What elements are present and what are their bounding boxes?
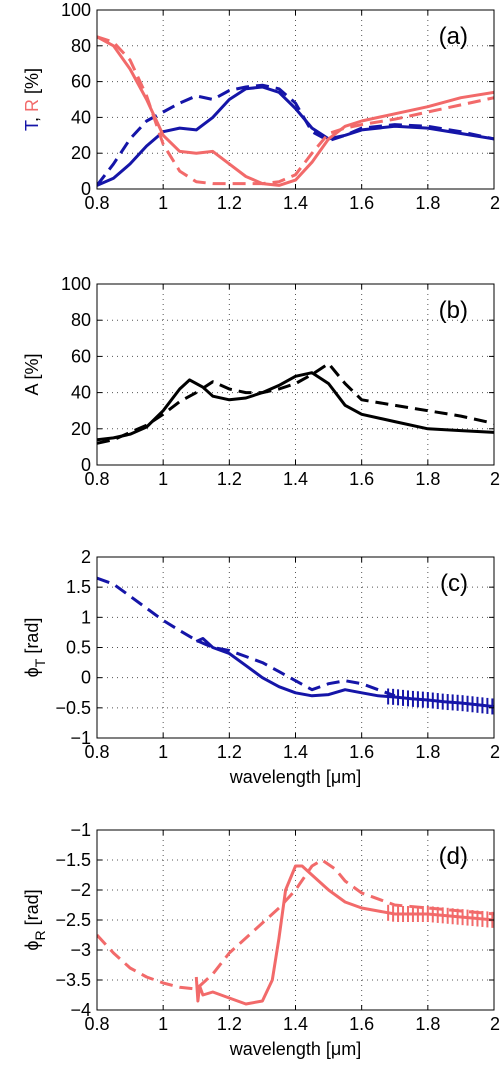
y-tick-label: 80 <box>71 36 91 56</box>
x-tick-label: 1.4 <box>283 193 308 213</box>
y-axis-label-part: T <box>22 120 42 131</box>
y-tick-label: −1 <box>70 820 91 840</box>
y-tick-label: 100 <box>61 274 91 294</box>
x-tick-label: 1 <box>158 193 168 213</box>
y-tick-label: −2 <box>70 880 91 900</box>
series-line-1-solid <box>97 85 494 187</box>
series-line-2-dashed <box>97 858 494 991</box>
y-tick-label: −1 <box>70 728 91 748</box>
y-tick-label: −1.5 <box>55 850 91 870</box>
x-tick-label: 0.8 <box>84 469 109 489</box>
x-tick-label: 1.6 <box>349 193 374 213</box>
y-tick-label: 20 <box>71 419 91 439</box>
panel-d: 0.8 1 1.2 1.4 1.6 1.8 2 −4 −3.5 −3 −2.5 −2 −1.5 −1 (d)… <box>22 820 500 1059</box>
y-tick-label: 80 <box>71 310 91 330</box>
series-line-4-dashed <box>97 35 494 186</box>
series-line-2-dashed <box>97 362 494 445</box>
x-tick-label: 1.2 <box>217 193 242 213</box>
x-tick-label: 0.8 <box>84 742 109 762</box>
y-axis-label-symbol: ϕ <box>22 941 42 951</box>
panel-label: (d) <box>439 843 468 870</box>
y-axis-label-symbol: ϕ <box>22 667 42 677</box>
x-tick-label: 1 <box>158 1014 168 1034</box>
panel-label: (a) <box>439 23 468 50</box>
series-line-1-solid <box>194 864 494 1006</box>
x-tick-label: 1.2 <box>217 469 242 489</box>
y-tick-label: 1 <box>81 607 91 627</box>
x-tick-label: 2 <box>490 469 500 489</box>
y-tick-label: 0 <box>81 668 91 688</box>
y-tick-label: 100 <box>61 0 91 20</box>
x-tick-label: 1.8 <box>415 193 440 213</box>
y-tick-label: 0 <box>81 455 91 475</box>
series-line-2-dashed <box>97 576 396 698</box>
panel-c: 0.8 1 1.2 1.4 1.6 1.8 2 −1 −0.5 0 0.5 1 1.5 2 (c) ϕT [r… <box>22 547 500 787</box>
x-tick-label: 1.8 <box>415 742 440 762</box>
x-tick-label: 0.8 <box>84 1014 109 1034</box>
y-tick-label: 0.5 <box>66 638 91 658</box>
y-tick-label: 40 <box>71 107 91 127</box>
x-tick-label: 1 <box>158 469 168 489</box>
y-axis-label-subscript: T <box>32 658 48 667</box>
panel-label: (c) <box>440 570 468 597</box>
x-tick-label: 1.6 <box>349 469 374 489</box>
y-axis-label: T, R [%] <box>22 68 42 131</box>
y-tick-label: −2.5 <box>55 910 91 930</box>
panel-label: (b) <box>439 297 468 324</box>
series-line-1-solid <box>195 637 494 709</box>
x-axis-label: wavelength [μm] <box>229 1039 361 1059</box>
y-tick-label: 20 <box>71 143 91 163</box>
x-tick-label: 1.4 <box>283 742 308 762</box>
x-tick-label: 1.8 <box>415 469 440 489</box>
y-tick-label: 1.5 <box>66 577 91 597</box>
y-tick-label: −0.5 <box>55 698 91 718</box>
y-axis-label-unit: [rad] <box>22 618 42 659</box>
y-tick-label: 2 <box>81 547 91 567</box>
x-tick-label: 1.4 <box>283 1014 308 1034</box>
x-tick-label: 2 <box>490 742 500 762</box>
y-tick-label: 40 <box>71 383 91 403</box>
y-axis-label: ϕR [rad] <box>22 889 48 950</box>
x-tick-label: 2 <box>490 1014 500 1034</box>
x-tick-label: 2 <box>490 193 500 213</box>
y-axis-label: A [%] <box>22 353 42 395</box>
series-line-2-dashed <box>97 83 494 187</box>
y-tick-label: −4 <box>70 1000 91 1020</box>
x-tick-label: 1.2 <box>217 1014 242 1034</box>
y-axis-label-part: , <box>22 112 42 122</box>
x-tick-label: 1.6 <box>349 1014 374 1034</box>
y-axis-label-unit: [rad] <box>22 889 42 930</box>
x-tick-label: 1.2 <box>217 742 242 762</box>
y-axis-label: ϕT [rad] <box>22 618 48 678</box>
x-axis-label: wavelength [μm] <box>229 767 361 787</box>
y-axis-label-part: [%] <box>22 68 42 99</box>
x-tick-label: 1 <box>158 742 168 762</box>
x-tick-label: 1.6 <box>349 742 374 762</box>
y-tick-label: 0 <box>81 179 91 199</box>
y-tick-label: 60 <box>71 72 91 92</box>
y-axis-label-subscript: R <box>32 930 48 940</box>
x-tick-label: 1.8 <box>415 1014 440 1034</box>
y-tick-label: −3 <box>70 940 91 960</box>
y-axis-label-part: R <box>22 99 42 112</box>
x-tick-label: 0.8 <box>84 193 109 213</box>
plot-area <box>97 10 494 189</box>
y-tick-label: −3.5 <box>55 970 91 990</box>
y-tick-label: 60 <box>71 346 91 366</box>
x-tick-label: 1.4 <box>283 469 308 489</box>
